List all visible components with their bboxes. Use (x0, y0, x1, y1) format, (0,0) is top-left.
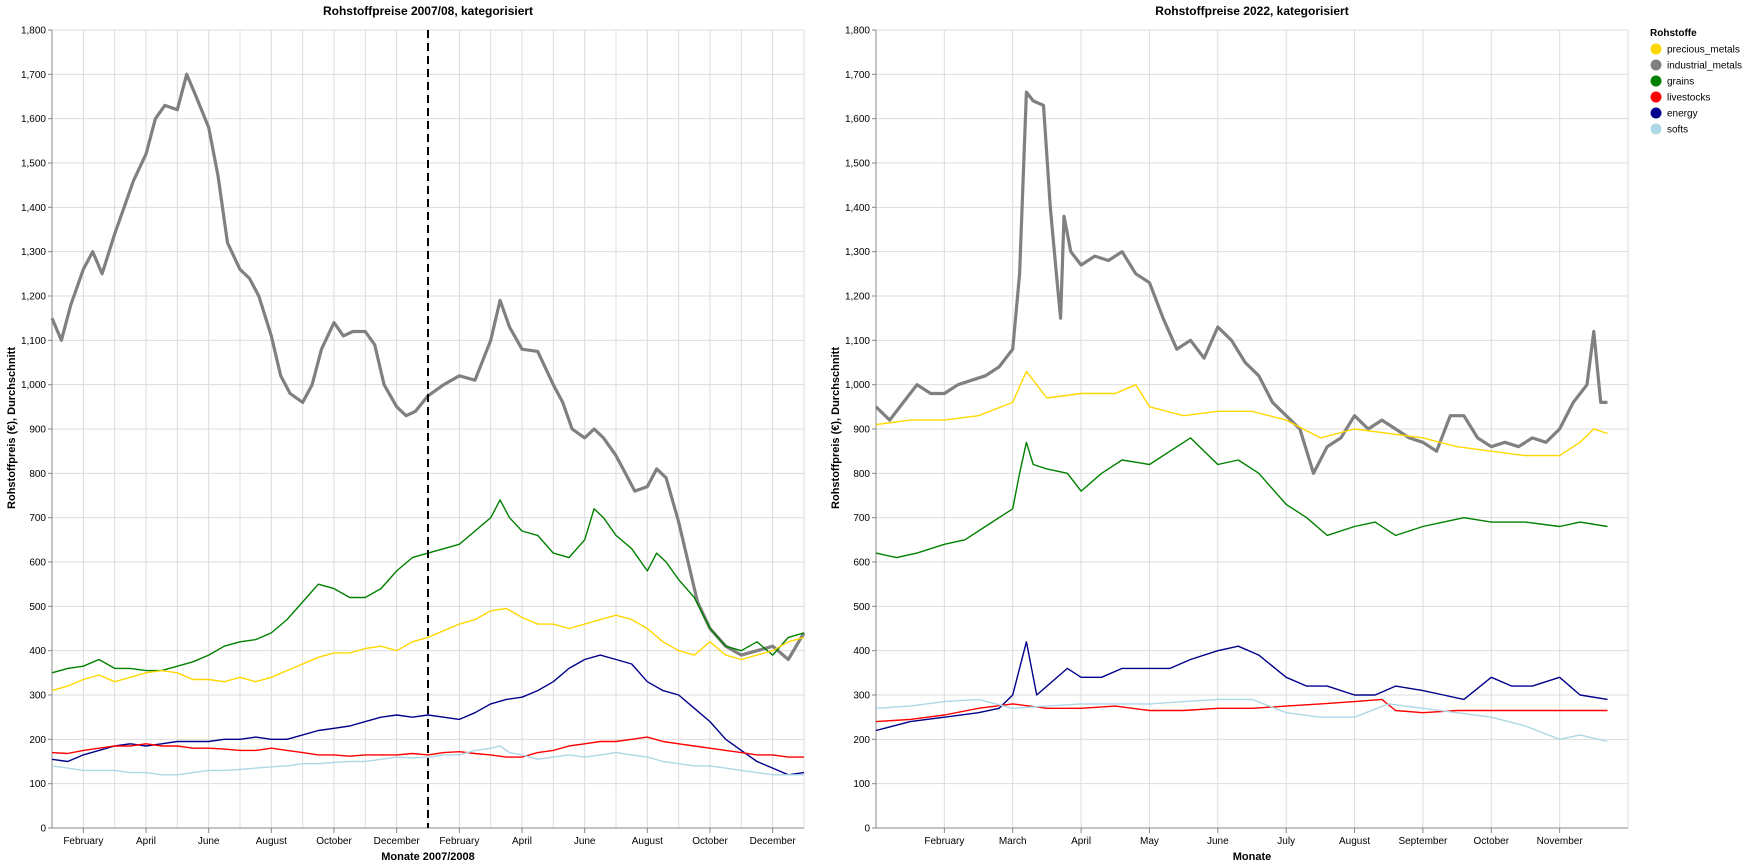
y-tick-label: 1,600 (21, 114, 46, 125)
series-line-energy (51, 654, 805, 776)
x-tick-label: February (924, 836, 964, 847)
y-tick-label: 1,700 (21, 70, 46, 81)
x-tick-label: May (1140, 836, 1159, 847)
x-axis-label: Monate (1233, 851, 1272, 863)
legend-label: livestocks (1667, 93, 1710, 104)
legend-label: softs (1667, 125, 1688, 136)
series-line-softs (51, 745, 804, 776)
y-tick-label: 500 (853, 602, 870, 613)
y-tick-label: 200 (29, 735, 46, 746)
legend-label: energy (1667, 109, 1698, 120)
y-tick-label: 1,300 (21, 247, 46, 258)
y-tick-label: 0 (40, 824, 46, 835)
y-tick-label: 1,200 (21, 292, 46, 303)
series-line-precious-metals (51, 607, 805, 692)
chart-title: Rohstoffpreise 2022, kategorisiert (1155, 4, 1348, 18)
x-tick-label: October (316, 836, 352, 847)
y-axis-label: Rohstoffpreis (€), Durchschnitt (6, 347, 18, 509)
y-tick-label: 700 (853, 513, 870, 524)
y-tick-label: 300 (29, 691, 46, 702)
x-tick-label: November (1537, 836, 1584, 847)
x-axis-label: Monate 2007/2008 (381, 851, 475, 863)
y-tick-label: 300 (853, 691, 870, 702)
x-tick-label: July (1277, 836, 1295, 847)
x-tick-label: June (1207, 836, 1229, 847)
x-tick-label: October (1473, 836, 1509, 847)
legend: Rohstoffe precious_metals industrial_meta… (1650, 28, 1742, 136)
legend-swatch (1650, 59, 1662, 71)
x-tick-label: April (512, 836, 532, 847)
y-tick-label: 100 (853, 779, 870, 790)
legend-label: precious_metals (1667, 45, 1740, 56)
y-tick-label: 1,100 (21, 336, 46, 347)
chart-2022: Rohstoffpreise 2022, kategorisiert Monat… (830, 4, 1629, 863)
y-tick-label: 1,200 (845, 292, 870, 303)
series-line-livestocks (51, 736, 804, 758)
x-tick-label: August (256, 836, 287, 847)
x-tick-label: March (999, 836, 1027, 847)
y-tick-label: 400 (29, 646, 46, 657)
y-tick-label: 1,400 (845, 203, 870, 214)
x-tick-label: September (1398, 836, 1448, 847)
x-tick-label: February (63, 836, 103, 847)
y-tick-label: 1,500 (21, 159, 46, 170)
x-tick-label: June (198, 836, 220, 847)
x-tick-label: June (574, 836, 596, 847)
y-tick-label: 0 (864, 824, 870, 835)
legend-label: industrial_metals (1667, 61, 1742, 72)
y-tick-label: 1,000 (845, 380, 870, 391)
y-tick-label: 1,700 (845, 70, 870, 81)
y-tick-label: 800 (29, 469, 46, 480)
legend-label: grains (1667, 77, 1694, 88)
series-line-softs (875, 698, 1608, 743)
series-line-precious-metals (875, 370, 1608, 457)
y-tick-label: 500 (29, 602, 46, 613)
series-line-industrial-metals (874, 90, 1608, 475)
y-tick-label: 900 (853, 425, 870, 436)
y-tick-label: 200 (853, 735, 870, 746)
y-tick-label: 1,300 (845, 247, 870, 258)
x-tick-label: April (136, 836, 156, 847)
series-line-industrial-metals (50, 72, 806, 662)
legend-swatch (1650, 43, 1662, 55)
y-tick-label: 1,400 (21, 203, 46, 214)
legend-title: Rohstoffe (1650, 28, 1697, 39)
x-tick-label: April (1071, 836, 1091, 847)
y-tick-label: 1,100 (845, 336, 870, 347)
y-tick-label: 1,600 (845, 114, 870, 125)
y-axis-label: Rohstoffpreis (€), Durchschnitt (830, 347, 842, 509)
series-line-grains (875, 437, 1608, 559)
y-tick-label: 600 (29, 558, 46, 569)
legend-swatch (1650, 75, 1662, 87)
x-tick-label: February (439, 836, 479, 847)
y-tick-label: 1,800 (21, 26, 46, 37)
x-tick-label: August (1339, 836, 1370, 847)
y-tick-label: 1,000 (21, 380, 46, 391)
x-tick-label: December (374, 836, 421, 847)
legend-swatch (1650, 91, 1662, 103)
y-tick-label: 400 (853, 646, 870, 657)
y-tick-label: 800 (853, 469, 870, 480)
x-tick-label: December (750, 836, 797, 847)
y-tick-label: 1,500 (845, 159, 870, 170)
series-line-energy (875, 641, 1608, 732)
legend-swatch (1650, 123, 1662, 135)
y-tick-label: 700 (29, 513, 46, 524)
x-tick-label: October (692, 836, 728, 847)
series-line-grains (51, 499, 805, 674)
chart-2007-2008: Rohstoffpreise 2007/08, kategorisiert Mo… (6, 4, 806, 863)
legend-swatch (1650, 107, 1662, 119)
x-tick-label: August (632, 836, 663, 847)
y-tick-label: 1,800 (845, 26, 870, 37)
y-tick-label: 900 (29, 425, 46, 436)
y-tick-label: 100 (29, 779, 46, 790)
chart-title: Rohstoffpreise 2007/08, kategorisiert (323, 4, 533, 18)
y-tick-label: 600 (853, 558, 870, 569)
